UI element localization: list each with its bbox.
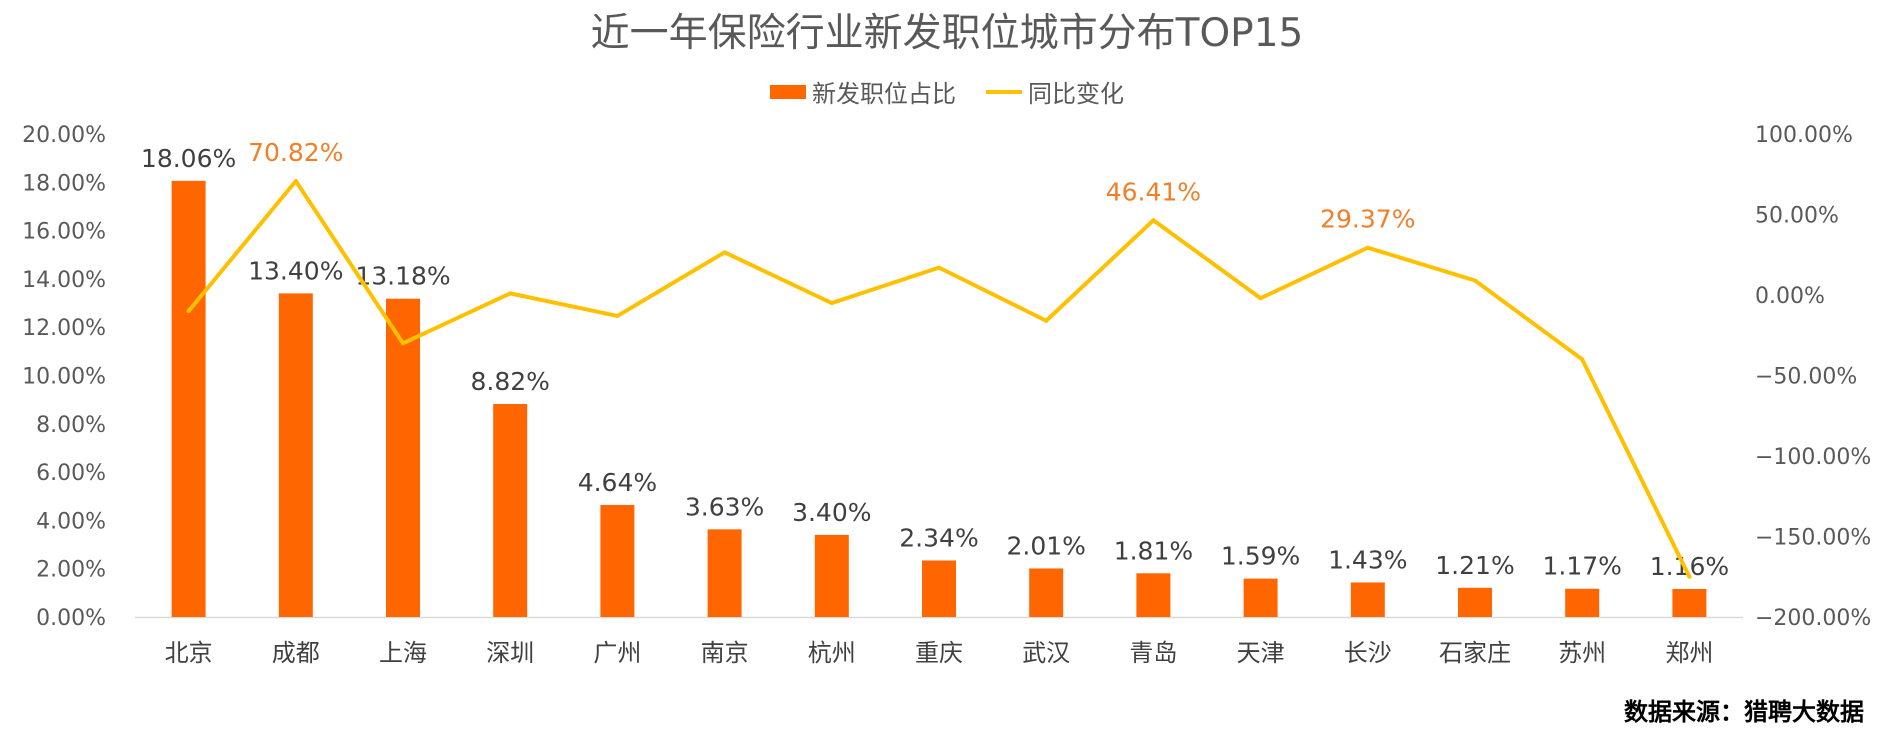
bar (1029, 568, 1064, 617)
bar (814, 534, 849, 617)
x-tick-label: 重庆 (915, 639, 963, 667)
y-right-tick-label: 0.00% (1755, 284, 1825, 309)
bar (1458, 587, 1492, 617)
line-point (829, 301, 834, 306)
line-data-label: 70.82% (248, 138, 343, 167)
y-left-tick-label: 2.00% (36, 558, 106, 583)
legend-item-line: 同比变化 (986, 74, 1124, 109)
x-tick-label: 苏州 (1558, 639, 1606, 667)
x-tick-label: 武汉 (1022, 639, 1070, 667)
bar-data-label: 1.59% (1221, 542, 1300, 571)
x-tick-label: 杭州 (808, 639, 856, 667)
line-point (1687, 574, 1692, 579)
line-point (1258, 296, 1263, 301)
y-right-tick-label: 50.00% (1755, 204, 1839, 229)
x-tick-label: 北京 (165, 639, 213, 667)
bar (386, 298, 420, 617)
y-left-tick-label: 10.00% (22, 365, 106, 390)
line-point (1473, 278, 1477, 283)
x-tick-label: 石家庄 (1439, 639, 1511, 667)
bar (1243, 578, 1278, 617)
legend-line-swatch (986, 89, 1022, 94)
legend-bar-label: 新发职位占比 (812, 80, 956, 108)
bar-data-label: 1.81% (1114, 536, 1193, 565)
x-tick-label: 广州 (593, 639, 641, 667)
legend-bar-swatch (770, 84, 806, 99)
bar-data-label: 8.82% (470, 367, 549, 396)
bar-data-label: 1.21% (1435, 551, 1514, 580)
x-tick-label: 天津 (1237, 639, 1285, 667)
line-data-label: 46.41% (1106, 177, 1201, 206)
y-left-tick-label: 20.00% (22, 123, 106, 148)
y-right-tick-label: −150.00% (1755, 526, 1871, 551)
legend-item-bar: 新发职位占比 (770, 74, 956, 109)
line-point (1044, 318, 1049, 323)
line-point (293, 178, 298, 183)
line-point (722, 250, 727, 255)
y-left-tick-label: 6.00% (36, 461, 106, 486)
legend: 新发职位占比 同比变化 (0, 74, 1894, 109)
bar (922, 560, 956, 617)
bar-data-label: 3.63% (685, 492, 764, 521)
source-note: 数据来源：猎聘大数据 (1624, 698, 1864, 726)
bar-data-label: 3.40% (792, 498, 871, 527)
bar-data-label: 1.43% (1328, 545, 1407, 574)
bar (278, 293, 313, 617)
bar-data-label: 4.64% (578, 468, 657, 497)
x-tick-label: 深圳 (486, 639, 534, 667)
line-data-label: 29.37% (1320, 205, 1415, 234)
line-point (186, 309, 191, 314)
x-tick-label: 郑州 (1665, 639, 1713, 667)
y-right-tick-label: −200.00% (1755, 606, 1871, 631)
bar-data-label: 18.06% (141, 144, 236, 173)
line-point (401, 341, 405, 346)
bar-data-label: 1.17% (1542, 552, 1621, 581)
legend-line-label: 同比变化 (1028, 80, 1124, 108)
bar-data-label: 2.34% (899, 523, 978, 552)
bar-data-label: 2.01% (1006, 531, 1085, 560)
y-left-tick-label: 0.00% (36, 606, 106, 631)
line-point (1580, 357, 1585, 362)
chart-title: 近一年保险行业新发职位城市分布TOP15 (590, 11, 1304, 56)
y-left-tick-label: 12.00% (22, 316, 106, 341)
y-left-tick-label: 16.00% (22, 220, 106, 245)
line-point (1365, 245, 1370, 250)
x-tick-label: 长沙 (1344, 639, 1392, 667)
line-point (508, 291, 513, 296)
y-right-tick-label: 100.00% (1755, 123, 1853, 148)
bar (707, 529, 742, 617)
y-left-tick-label: 18.00% (22, 171, 106, 196)
y-left-tick-label: 8.00% (36, 413, 106, 438)
x-tick-label: 成都 (272, 639, 320, 667)
bar (171, 180, 206, 617)
y-left-tick-label: 14.00% (22, 268, 106, 293)
line-point (615, 313, 620, 318)
y-left-tick-label: 4.00% (36, 509, 106, 534)
bar-data-label: 13.18% (355, 262, 450, 291)
bar (1136, 573, 1171, 617)
x-tick-label: 青岛 (1129, 639, 1177, 667)
y-right-tick-label: −100.00% (1755, 445, 1871, 470)
bar (1565, 588, 1600, 617)
x-tick-label: 南京 (701, 639, 749, 667)
y-right-tick-label: −50.00% (1755, 365, 1857, 390)
bar (1350, 582, 1385, 617)
bar (600, 504, 635, 617)
x-tick-label: 上海 (379, 639, 427, 667)
line-point (937, 265, 941, 270)
line-point (1151, 218, 1156, 223)
bar-data-label: 13.40% (248, 256, 343, 285)
bar (493, 403, 528, 617)
bar (1672, 588, 1707, 617)
